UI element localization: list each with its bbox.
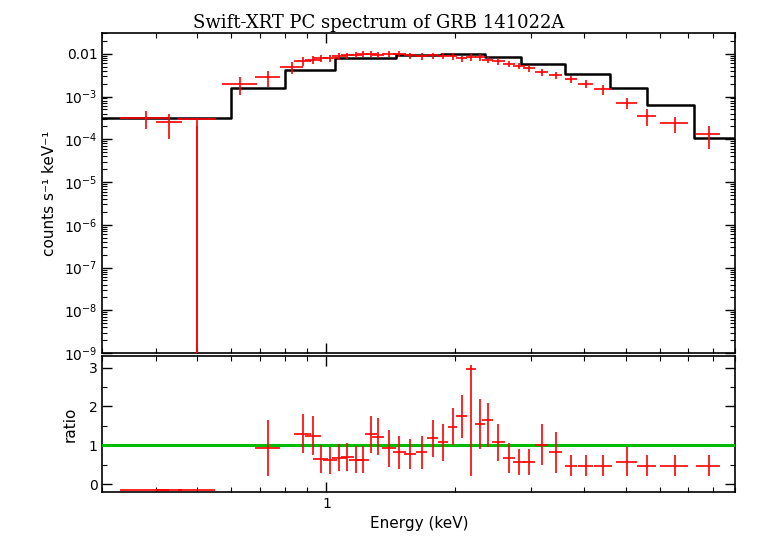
Text: Swift-XRT PC spectrum of GRB 141022A: Swift-XRT PC spectrum of GRB 141022A <box>193 14 565 32</box>
Y-axis label: counts s⁻¹ keV⁻¹: counts s⁻¹ keV⁻¹ <box>42 131 57 256</box>
Y-axis label: ratio: ratio <box>62 406 77 441</box>
X-axis label: Energy (keV): Energy (keV) <box>370 517 468 532</box>
